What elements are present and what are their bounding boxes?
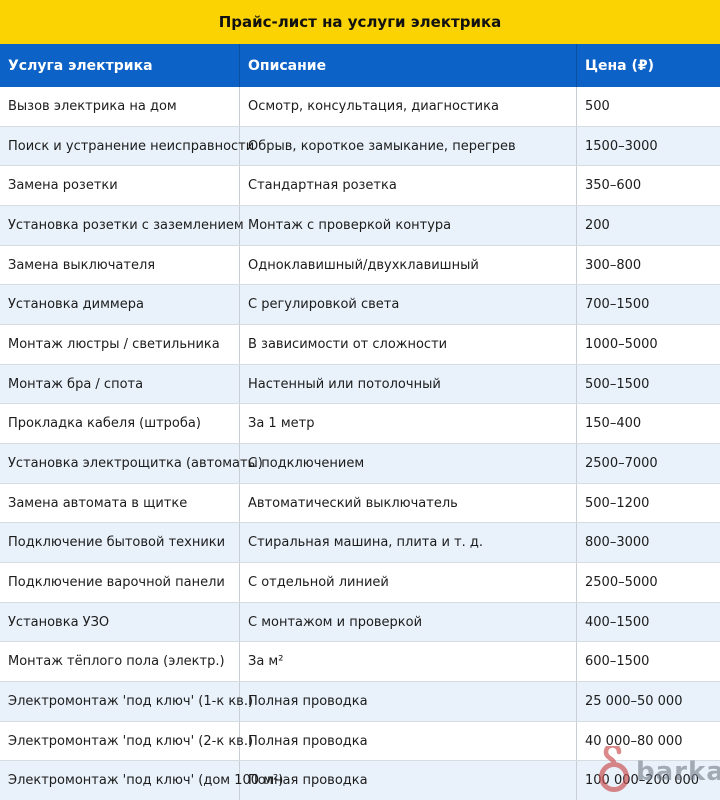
service-cell: Замена розетки: [0, 166, 240, 206]
table-row: Прокладка кабеля (штроба) За 1 метр 150–40…: [0, 404, 720, 445]
description-cell: Полная проводка: [240, 682, 577, 721]
table-row: Установка диммера С регулировкой света 700…: [0, 285, 720, 326]
price-cell: 150–400: [585, 416, 642, 432]
price-cell: 100 000–200 000: [585, 773, 700, 789]
service-cell: Электромонтаж 'под ключ' (дом 100 м²): [0, 761, 283, 800]
table-row: Монтаж тёплого пола (электр.) За м² 600–15…: [0, 642, 720, 683]
table-row: Установка розетки с заземлением Монтаж с …: [0, 206, 720, 246]
description-cell: В зависимости от сложности: [240, 325, 577, 364]
description-cell: Полная проводка: [240, 721, 577, 761]
table-row: Замена выключателя Одноклавишный/двухклав…: [0, 245, 720, 286]
table-row: Замена автомата в щитке Автоматический вы…: [0, 483, 720, 524]
description-cell: Настенный или потолочный: [240, 364, 577, 404]
price-cell: 350–600: [585, 178, 642, 194]
column-header-service: Услуга электрика: [0, 44, 240, 87]
table-row: Монтаж люстры / светильника В зависимости…: [0, 325, 720, 365]
service-cell: Подключение варочной панели: [0, 563, 240, 602]
column-header-price: Цена (₽): [585, 57, 655, 74]
price-cell: 600–1500: [585, 654, 650, 670]
price-cell: 500: [585, 98, 610, 114]
service-cell: Замена выключателя: [0, 245, 240, 285]
description-cell: С подключением: [240, 444, 577, 483]
table-row: Вызов электрика на дом Осмотр, консультац…: [0, 87, 720, 127]
price-cell: 25 000–50 000: [585, 693, 683, 709]
service-cell: Установка розетки с заземлением: [0, 206, 244, 245]
table-row: Подключение бытовой техники Стиральная ма…: [0, 523, 720, 564]
service-cell: Электромонтаж 'под ключ' (1-к кв.): [0, 682, 253, 721]
price-cell: 2500–7000: [585, 455, 658, 471]
price-cell: 1000–5000: [585, 336, 658, 352]
description-cell: С регулировкой света: [240, 285, 577, 325]
table-row: Подключение варочной панели С отдельной л…: [0, 563, 720, 603]
description-cell: Осмотр, консультация, диагностика: [240, 87, 577, 126]
service-cell: Прокладка кабеля (штроба): [0, 404, 240, 444]
column-header-description: Описание: [240, 44, 577, 87]
table-row: Монтаж бра / спота Настенный или потолочн…: [0, 364, 720, 405]
price-cell: 200: [585, 217, 610, 233]
service-cell: Замена автомата в щитке: [0, 483, 240, 523]
service-cell: Вызов электрика на дом: [0, 87, 240, 126]
service-cell: Электромонтаж 'под ключ' (2-к кв.): [0, 721, 253, 761]
service-cell: Установка диммера: [0, 285, 240, 325]
table-row: Установка УЗО С монтажом и проверкой 400–1…: [0, 602, 720, 643]
price-cell: 2500–5000: [585, 574, 658, 590]
description-cell: Монтаж с проверкой контура: [240, 206, 577, 245]
description-cell: Полная проводка: [240, 761, 577, 800]
price-cell: 400–1500: [585, 614, 650, 630]
price-cell: 500–1200: [585, 495, 650, 511]
service-cell: Установка электрощитка (автоматы): [0, 444, 263, 483]
table-header: Услуга электрика Описание Цена (₽): [0, 44, 720, 87]
table-row: Электромонтаж 'под ключ' (1-к кв.) Полная…: [0, 682, 720, 722]
description-cell: Одноклавишный/двухклавишный: [240, 245, 577, 285]
description-cell: За м²: [240, 642, 577, 682]
description-cell: С монтажом и проверкой: [240, 602, 577, 642]
price-cell: 500–1500: [585, 376, 650, 392]
price-cell: 800–3000: [585, 535, 650, 551]
description-cell: С отдельной линией: [240, 563, 577, 602]
price-cell: 40 000–80 000: [585, 733, 683, 749]
table-row: Замена розетки Стандартная розетка 350–600: [0, 166, 720, 207]
service-cell: Монтаж бра / спота: [0, 364, 240, 404]
service-cell: Подключение бытовой техники: [0, 523, 240, 563]
description-cell: Стиральная машина, плита и т. д.: [240, 523, 577, 563]
service-cell: Монтаж тёплого пола (электр.): [0, 642, 240, 682]
table-row: Электромонтаж 'под ключ' (2-к кв.) Полная…: [0, 721, 720, 762]
description-cell: Стандартная розетка: [240, 166, 577, 206]
description-cell: Автоматический выключатель: [240, 483, 577, 523]
table-row: Электромонтаж 'под ключ' (дом 100 м²) Пол…: [0, 761, 720, 800]
table-body: Вызов электрика на дом Осмотр, консультац…: [0, 87, 720, 800]
price-cell: 700–1500: [585, 297, 650, 313]
service-cell: Монтаж люстры / светильника: [0, 325, 240, 364]
table-row: Поиск и устранение неисправности Обрыв, к…: [0, 126, 720, 167]
price-cell: 1500–3000: [585, 138, 658, 154]
service-cell: Поиск и устранение неисправности: [0, 126, 254, 166]
description-cell: Обрыв, короткое замыкание, перегрев: [240, 126, 577, 166]
page-title: Прайс-лист на услуги электрика: [0, 0, 720, 44]
price-cell: 300–800: [585, 257, 642, 273]
table-row: Установка электрощитка (автоматы) С подкл…: [0, 444, 720, 484]
description-cell: За 1 метр: [240, 404, 577, 444]
service-cell: Установка УЗО: [0, 602, 240, 642]
